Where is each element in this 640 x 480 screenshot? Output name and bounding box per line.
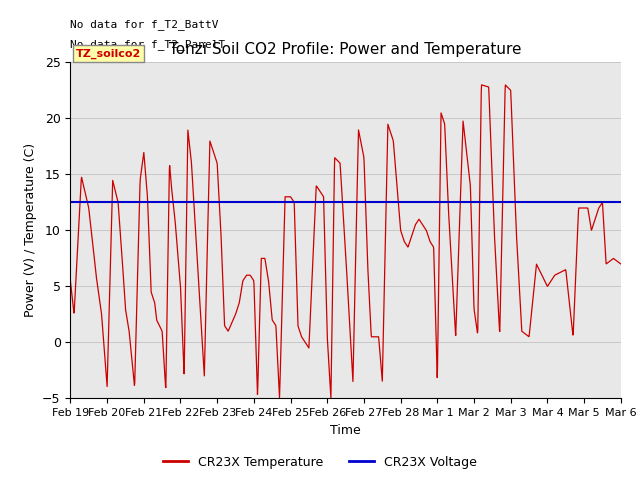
CR23X Voltage [103,200,111,205]
Text: TZ_soilco2: TZ_soilco2 [76,49,141,59]
CR23X Temperature [637,261,640,267]
Text: No data for f_T2_BattV: No data for f_T2_BattV [70,19,219,30]
Title: Tonzi Soil CO2 Profile: Power and Temperature: Tonzi Soil CO2 Profile: Power and Temper… [170,42,522,57]
CR23X Temperature [637,261,640,267]
CR23X Temperature [337,168,344,174]
Line: CR23X Temperature: CR23X Temperature [70,85,640,398]
CR23X Temperature [327,395,335,401]
CR23X Temperature [529,292,537,298]
Y-axis label: Power (V) / Temperature (C): Power (V) / Temperature (C) [24,144,36,317]
CR23X Temperature [67,278,74,284]
CR23X Temperature [477,82,485,88]
Text: No data for f_T2_PanelT: No data for f_T2_PanelT [70,39,226,50]
X-axis label: Time: Time [330,424,361,437]
Legend: CR23X Temperature, CR23X Voltage: CR23X Temperature, CR23X Voltage [159,451,481,474]
CR23X Voltage [67,200,74,205]
CR23X Temperature [97,303,104,309]
CR23X Temperature [353,231,360,237]
